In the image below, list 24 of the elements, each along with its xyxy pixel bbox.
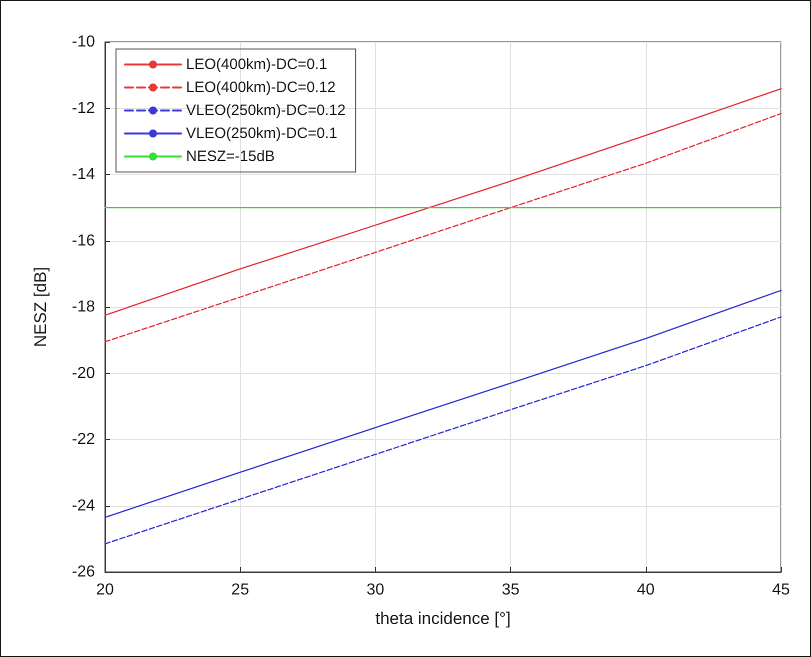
x-axis-title: theta incidence [°] xyxy=(375,609,511,628)
line-series xyxy=(104,316,782,544)
x-tick-label: 30 xyxy=(366,582,384,598)
x-tick-label: 20 xyxy=(96,582,114,598)
y-tick-label: -22 xyxy=(72,431,96,448)
legend-label: VLEO(250km)-DC=0.12 xyxy=(186,102,346,119)
y-tick-label: -10 xyxy=(72,34,96,50)
x-tick-label: 45 xyxy=(772,582,790,598)
legend-label: LEO(400km)-DC=0.12 xyxy=(186,79,336,96)
y-tick-label: -24 xyxy=(72,497,96,514)
y-axis-title: NESZ [dB] xyxy=(31,266,50,348)
y-tick-label: -14 xyxy=(72,166,96,183)
line-series xyxy=(104,290,782,518)
y-tick-label: -12 xyxy=(72,100,96,117)
legend-label: NESZ=-15dB xyxy=(186,148,275,165)
y-tick-label: -16 xyxy=(72,232,96,250)
y-tick-label: -18 xyxy=(72,298,96,316)
legend-label: LEO(400km)-DC=0.1 xyxy=(186,56,328,73)
y-tick-label: -20 xyxy=(72,364,96,382)
legend-label: VLEO(250km)-DC=0.1 xyxy=(186,125,338,142)
x-tick-label: 25 xyxy=(231,582,250,598)
x-tick-label: 35 xyxy=(502,582,520,598)
x-tick-label: 40 xyxy=(636,582,655,598)
y-tick-label: -26 xyxy=(72,564,96,580)
